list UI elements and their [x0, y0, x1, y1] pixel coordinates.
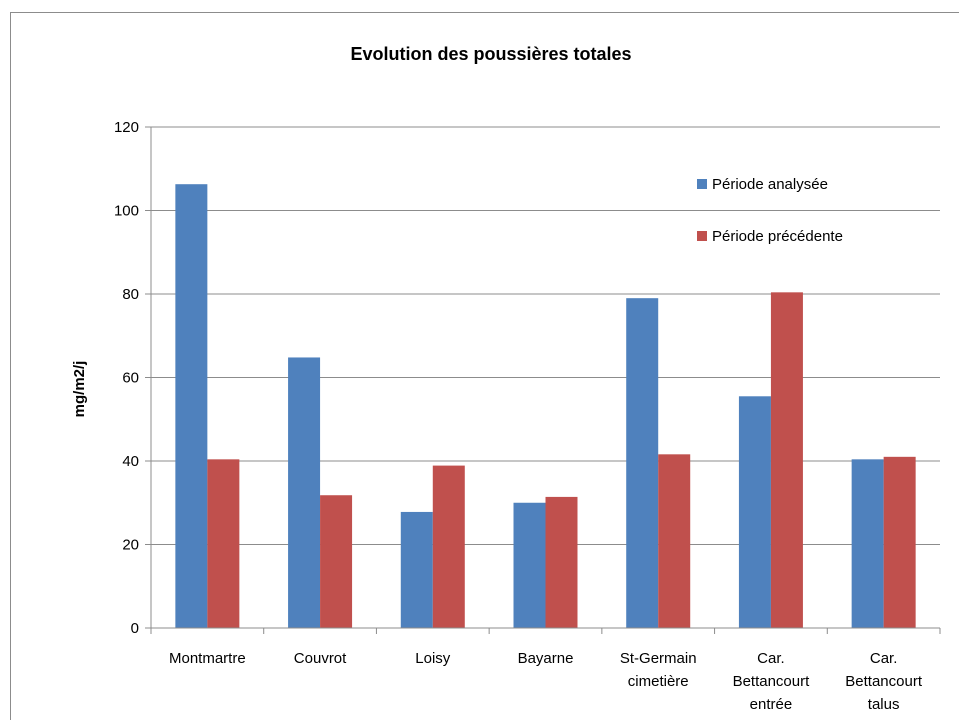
x-category-label-line: cimetière	[628, 673, 689, 690]
bar-periode-precedente	[545, 496, 578, 628]
x-category-label-line: entrée	[750, 696, 793, 713]
x-category-label: Bayarne	[518, 650, 574, 667]
y-axis-label: mg/m2/j	[71, 361, 88, 418]
x-category-label-line: St-Germain	[620, 650, 697, 667]
category-labels: Montmartre Couvrot Loisy Bayarne St-Germain c…	[169, 650, 923, 713]
x-category-label-line: Car.	[757, 650, 785, 667]
x-category-label: Couvrot	[294, 650, 347, 667]
axes	[145, 126, 941, 634]
x-category-label-line: Loisy	[415, 650, 451, 667]
bar-periode-analysee	[400, 511, 433, 628]
bar-periode-analysee	[851, 459, 884, 628]
x-category-label-line: Bettancourt	[733, 673, 811, 690]
bar-periode-precedente	[770, 292, 803, 628]
legend-label: Période analysée	[712, 176, 828, 193]
chart-frame: Evolution des poussières totales mg/m2/j…	[10, 12, 959, 720]
y-tick-labels: 0 20 40 60 80 100 120	[114, 119, 139, 637]
x-category-label: Loisy	[415, 650, 451, 667]
bar-periode-analysee	[288, 357, 321, 628]
legend: Période analysée Période précédente	[697, 176, 843, 245]
bar-periode-analysee	[175, 184, 208, 628]
x-category-label: Car. Bettancourt talus	[845, 650, 923, 713]
y-tick-label: 20	[122, 537, 139, 554]
x-category-label: Montmartre	[169, 650, 246, 667]
y-tick-label: 80	[122, 286, 139, 303]
bar-periode-analysee	[626, 298, 659, 628]
legend-swatch	[697, 231, 707, 241]
x-category-label-line: Car.	[870, 650, 898, 667]
y-tick-label: 100	[114, 203, 139, 220]
x-category-label: St-Germain cimetière	[620, 650, 697, 690]
bar-periode-precedente	[432, 465, 465, 628]
y-tick-label: 40	[122, 453, 139, 470]
bar-periode-precedente	[320, 495, 353, 628]
x-category-label-line: Montmartre	[169, 650, 246, 667]
legend-label: Période précédente	[712, 228, 843, 245]
gridlines	[151, 126, 940, 545]
chart-title: Evolution des poussières totales	[350, 44, 631, 64]
y-tick-label: 120	[114, 119, 139, 136]
bar-periode-precedente	[883, 456, 916, 628]
bar-periode-analysee	[513, 502, 546, 628]
bar-chart: Evolution des poussières totales mg/m2/j…	[71, 44, 941, 713]
x-category-label-line: talus	[868, 696, 900, 713]
bar-periode-analysee	[738, 396, 771, 628]
x-category-label: Car. Bettancourt entrée	[733, 650, 811, 713]
y-tick-label: 60	[122, 370, 139, 387]
legend-swatch	[697, 179, 707, 189]
y-tick-label: 0	[131, 620, 139, 637]
bars	[175, 184, 916, 628]
bar-periode-precedente	[658, 454, 691, 628]
x-category-label-line: Couvrot	[294, 650, 347, 667]
x-category-label-line: Bayarne	[518, 650, 574, 667]
bar-periode-precedente	[207, 459, 240, 628]
x-category-label-line: Bettancourt	[845, 673, 923, 690]
